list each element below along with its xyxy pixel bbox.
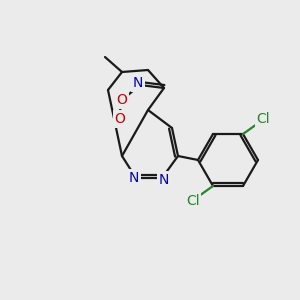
Text: O: O [115, 112, 125, 126]
Text: Cl: Cl [256, 112, 270, 126]
Text: N: N [159, 173, 169, 187]
Text: N: N [129, 171, 139, 185]
Text: N: N [133, 76, 143, 90]
Text: Cl: Cl [186, 194, 200, 208]
Text: O: O [117, 93, 128, 107]
Text: methyl: methyl [118, 105, 122, 106]
